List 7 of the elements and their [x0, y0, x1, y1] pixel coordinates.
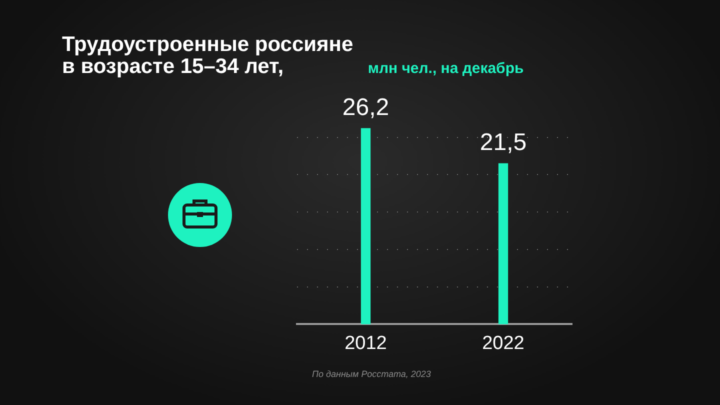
data-label: 21,5	[480, 129, 527, 156]
x-tick-label: 2012	[344, 332, 387, 354]
text: По данным Росстата, 2023	[312, 369, 431, 379]
chart-subtitle: млн чел., на декабрь	[368, 60, 524, 77]
x-tick-label: 2022	[482, 332, 524, 354]
data-label: 26,2	[342, 94, 390, 122]
chart-title: Трудоустроенные россияне в возрасте 15–34 лет,	[62, 33, 354, 78]
